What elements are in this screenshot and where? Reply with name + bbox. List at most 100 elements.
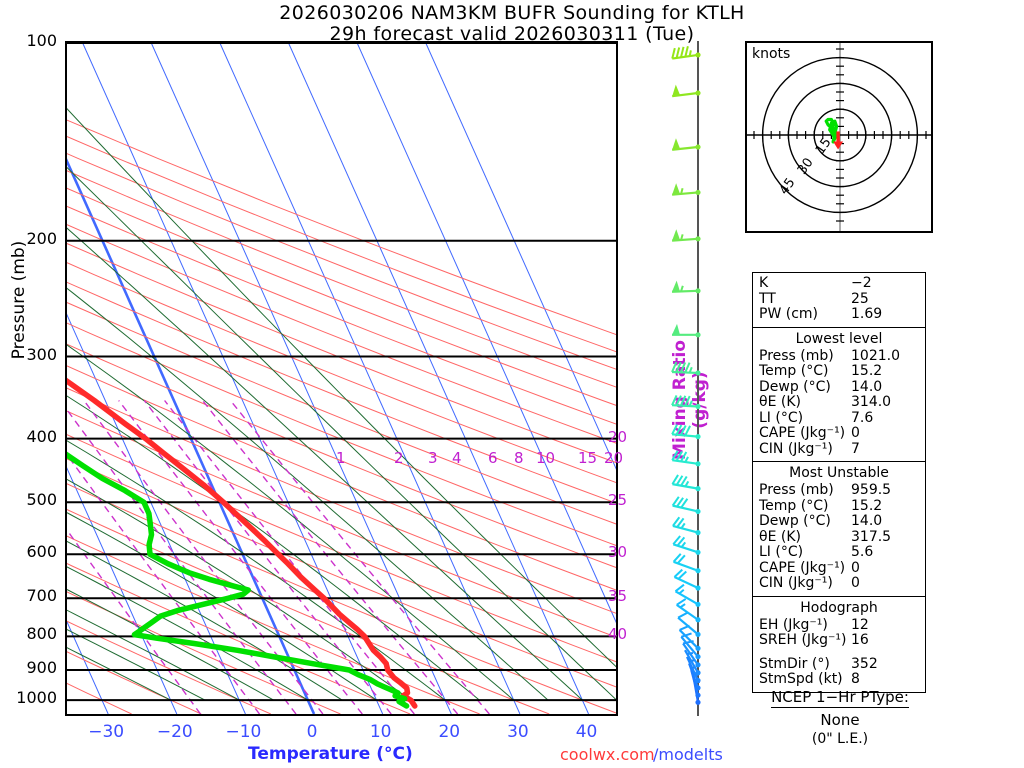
lowest-level-row: CAPE (Jkg⁻¹) 0: [759, 425, 919, 442]
pressure-tick-300: 300: [26, 344, 57, 364]
mixing-ratio-label-10: 10: [536, 449, 556, 468]
wind-barb: [671, 394, 701, 410]
most-unstable-key: Dewp (°C): [759, 513, 831, 529]
mixing-ratio-right-tick-30: 30: [608, 543, 628, 562]
stats-summary-row: K −2: [759, 275, 919, 292]
temperature-tick-40: 40: [575, 722, 598, 742]
most-unstable-value: 0: [851, 575, 860, 591]
hodograph-stat-row: StmSpd (kt) 8: [759, 671, 919, 688]
hodograph-ring-label-45: 45: [777, 176, 799, 198]
wind-barb: [672, 138, 701, 151]
mixing-ratio-label-8: 8: [514, 449, 524, 468]
lowest-level-row: LI (°C) 7.6: [759, 409, 919, 427]
stats-most-unstable-section: Most Unstable Press (mb) 959.5 Temp (°C) 15…: [753, 462, 925, 597]
lowest-level-key: CIN (Jkg⁻¹): [759, 440, 833, 457]
wind-barb: [671, 474, 701, 492]
stats-summary-value: −2: [851, 275, 872, 291]
hodograph-stat-value: 12: [851, 616, 869, 633]
most-unstable-key: Press (mb): [759, 482, 834, 498]
wind-barb: [677, 611, 701, 637]
most-unstable-heading: Most Unstable: [789, 465, 889, 481]
lowest-level-value: 7.6: [851, 409, 874, 426]
lowest-level-key: LI (°C): [759, 409, 804, 426]
lowest-level-key: CAPE (Jkg⁻¹): [759, 425, 846, 441]
wind-barb: [671, 424, 701, 440]
temperature-tick-20: 20: [438, 722, 461, 742]
most-unstable-row: θE (K) 317.5: [759, 528, 919, 546]
watermark-path: /modelts: [653, 745, 723, 764]
mixing-ratio-label-1: 1: [336, 449, 346, 468]
temperature-tick-10: 10: [369, 722, 392, 742]
most-unstable-row: LI (°C) 5.6: [759, 544, 919, 561]
lowest-level-value: 15.2: [851, 363, 883, 379]
stats-summary-row: TT 25: [759, 290, 919, 308]
watermark-domain: coolwx.com: [560, 745, 655, 764]
most-unstable-key: LI (°C): [759, 544, 804, 560]
skewt-canvas: [67, 43, 616, 714]
most-unstable-row: Temp (°C) 15.2: [759, 497, 919, 515]
stats-lowest-level-section: Lowest level Press (mb) 1021.0 Temp (°C) 15…: [753, 328, 925, 462]
pressure-tick-400: 400: [26, 426, 57, 446]
lowest-level-value: 14.0: [851, 378, 883, 395]
hodograph-units-label: knots: [752, 46, 791, 62]
stats-summary-value: 25: [851, 290, 869, 307]
pressure-tick-900: 900: [26, 658, 57, 677]
wind-barb: [671, 229, 701, 242]
skewt-diagram: [65, 41, 618, 716]
mixing-ratio-right-tick-40: 40: [608, 625, 628, 644]
lowest-level-row: Dewp (°C) 14.0: [759, 378, 919, 396]
most-unstable-key: θE (K): [759, 528, 801, 545]
most-unstable-rows: Press (mb) 959.5 Temp (°C) 15.2 Dewp (°C) 14.…: [759, 482, 919, 592]
hodograph-stat-value: 16: [851, 632, 869, 648]
stats-panel: K −2 TT 25 PW (cm) 1.69 Lowest level Press (m…: [752, 272, 926, 693]
most-unstable-value: 15.2: [851, 497, 883, 514]
hodograph-stats-rows: EH (Jkg⁻¹) 12 SREH (Jkg⁻¹) 16 StmDir (°) 352 S…: [759, 616, 919, 688]
temperature-tick--20: −20: [156, 722, 193, 742]
ptype-heading: NCEP 1−Hr PType:: [771, 688, 909, 708]
hodograph-stat-value: 8: [851, 671, 860, 687]
most-unstable-key: CAPE (Jkg⁻¹): [759, 559, 846, 576]
wind-barb: [672, 516, 701, 536]
lowest-level-rows: Press (mb) 1021.0 Temp (°C) 15.2 Dewp (°C) 14…: [759, 348, 919, 458]
most-unstable-row: CAPE (Jkg⁻¹) 0: [759, 559, 919, 577]
hodograph-stat-row: StmDir (°) 352: [759, 655, 919, 673]
most-unstable-row: CIN (Jkg⁻¹) 0: [759, 575, 919, 592]
hodograph-trace: [824, 117, 840, 144]
wind-barb: [672, 553, 701, 574]
hodograph-stats-heading: Hodograph: [800, 599, 878, 616]
wind-barb-column: [660, 41, 720, 716]
pressure-tick-700: 700: [26, 586, 57, 606]
hodograph-stat-value: 352: [851, 655, 878, 672]
lowest-level-row: Temp (°C) 15.2: [759, 363, 919, 380]
lowest-level-key: θE (K): [759, 394, 801, 410]
wind-barb: [671, 46, 701, 60]
wind-barb: [672, 535, 701, 555]
temperature-axis-label: Temperature (°C): [248, 744, 413, 764]
wind-barb: [671, 280, 701, 294]
mixing-ratio-label-6: 6: [488, 449, 498, 468]
stats-summary-row: PW (cm) 1.69: [759, 306, 919, 323]
stats-summary-value: 1.69: [851, 306, 883, 322]
lowest-level-key: Temp (°C): [759, 363, 829, 379]
wind-barb: [674, 583, 701, 607]
temperature-tick-0: 0: [306, 722, 318, 742]
wind-barb: [671, 450, 701, 467]
pressure-tick-100: 100: [26, 31, 57, 50]
pressure-tick-1000: 1000: [16, 688, 57, 708]
mixing-ratio-label-2: 2: [394, 449, 404, 468]
most-unstable-value: 0: [851, 559, 860, 576]
ptype-block: NCEP 1−Hr PType: None (0" L.E.): [745, 688, 935, 747]
most-unstable-key: Temp (°C): [759, 497, 829, 514]
mixing-ratio-right-tick-20: 20: [608, 427, 628, 446]
stats-hodograph-section: Hodograph EH (Jkg⁻¹) 12 SREH (Jkg⁻¹) 16 StmD…: [753, 597, 925, 692]
most-unstable-value: 317.5: [851, 528, 892, 545]
pressure-tick-200: 200: [26, 228, 57, 248]
hodograph-stat-row: SREH (Jkg⁻¹) 16: [759, 632, 919, 649]
wind-barb: [671, 361, 701, 376]
mixing-ratio-label-15: 15: [578, 449, 598, 468]
lowest-level-value: 0: [851, 425, 860, 441]
ptype-liquid-equivalent: (0" L.E.): [811, 731, 869, 747]
wind-barb: [676, 598, 701, 623]
lowest-level-value: 314.0: [851, 394, 892, 410]
most-unstable-row: Dewp (°C) 14.0: [759, 513, 919, 530]
